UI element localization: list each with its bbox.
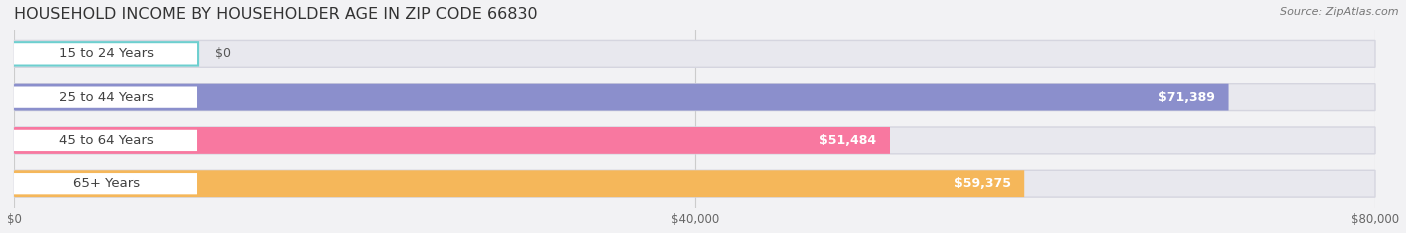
Text: 45 to 64 Years: 45 to 64 Years xyxy=(59,134,153,147)
FancyBboxPatch shape xyxy=(14,127,890,154)
FancyBboxPatch shape xyxy=(14,170,1024,197)
FancyBboxPatch shape xyxy=(7,129,198,152)
FancyBboxPatch shape xyxy=(14,84,1375,110)
FancyBboxPatch shape xyxy=(7,172,198,195)
Text: 15 to 24 Years: 15 to 24 Years xyxy=(59,47,153,60)
Text: $71,389: $71,389 xyxy=(1159,91,1215,104)
Text: 65+ Years: 65+ Years xyxy=(73,177,139,190)
Text: $59,375: $59,375 xyxy=(953,177,1011,190)
Text: Source: ZipAtlas.com: Source: ZipAtlas.com xyxy=(1281,7,1399,17)
Text: $51,484: $51,484 xyxy=(820,134,876,147)
FancyBboxPatch shape xyxy=(14,127,1375,154)
FancyBboxPatch shape xyxy=(7,86,198,109)
FancyBboxPatch shape xyxy=(14,41,1375,67)
FancyBboxPatch shape xyxy=(7,42,198,65)
Text: HOUSEHOLD INCOME BY HOUSEHOLDER AGE IN ZIP CODE 66830: HOUSEHOLD INCOME BY HOUSEHOLDER AGE IN Z… xyxy=(14,7,538,22)
FancyBboxPatch shape xyxy=(14,84,1229,110)
Text: $0: $0 xyxy=(215,47,231,60)
Text: 25 to 44 Years: 25 to 44 Years xyxy=(59,91,153,104)
FancyBboxPatch shape xyxy=(14,170,1375,197)
